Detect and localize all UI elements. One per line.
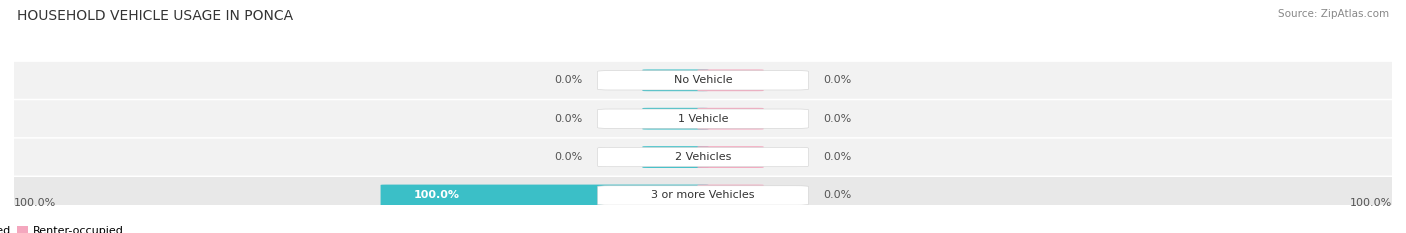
FancyBboxPatch shape xyxy=(598,71,808,90)
Text: 0.0%: 0.0% xyxy=(824,152,852,162)
Text: 0.0%: 0.0% xyxy=(554,75,582,85)
FancyBboxPatch shape xyxy=(598,147,808,167)
FancyBboxPatch shape xyxy=(0,62,1406,99)
FancyBboxPatch shape xyxy=(697,69,763,91)
Text: 100.0%: 100.0% xyxy=(14,198,56,208)
FancyBboxPatch shape xyxy=(643,108,709,130)
Text: 0.0%: 0.0% xyxy=(554,152,582,162)
FancyBboxPatch shape xyxy=(0,139,1406,175)
FancyBboxPatch shape xyxy=(381,185,709,206)
Text: 0.0%: 0.0% xyxy=(824,75,852,85)
FancyBboxPatch shape xyxy=(697,108,763,130)
Text: 100.0%: 100.0% xyxy=(413,190,460,200)
Text: 2 Vehicles: 2 Vehicles xyxy=(675,152,731,162)
Text: 0.0%: 0.0% xyxy=(824,190,852,200)
FancyBboxPatch shape xyxy=(598,109,808,128)
Text: HOUSEHOLD VEHICLE USAGE IN PONCA: HOUSEHOLD VEHICLE USAGE IN PONCA xyxy=(17,9,292,23)
FancyBboxPatch shape xyxy=(697,146,763,168)
FancyBboxPatch shape xyxy=(0,100,1406,137)
Text: 1 Vehicle: 1 Vehicle xyxy=(678,114,728,124)
Text: 100.0%: 100.0% xyxy=(1350,198,1392,208)
Text: No Vehicle: No Vehicle xyxy=(673,75,733,85)
FancyBboxPatch shape xyxy=(643,146,709,168)
Text: 3 or more Vehicles: 3 or more Vehicles xyxy=(651,190,755,200)
Text: 0.0%: 0.0% xyxy=(554,114,582,124)
FancyBboxPatch shape xyxy=(598,186,808,205)
FancyBboxPatch shape xyxy=(697,185,763,206)
FancyBboxPatch shape xyxy=(643,69,709,91)
Text: Source: ZipAtlas.com: Source: ZipAtlas.com xyxy=(1278,9,1389,19)
FancyBboxPatch shape xyxy=(0,177,1406,214)
Legend: Owner-occupied, Renter-occupied: Owner-occupied, Renter-occupied xyxy=(0,221,128,233)
Text: 0.0%: 0.0% xyxy=(824,114,852,124)
